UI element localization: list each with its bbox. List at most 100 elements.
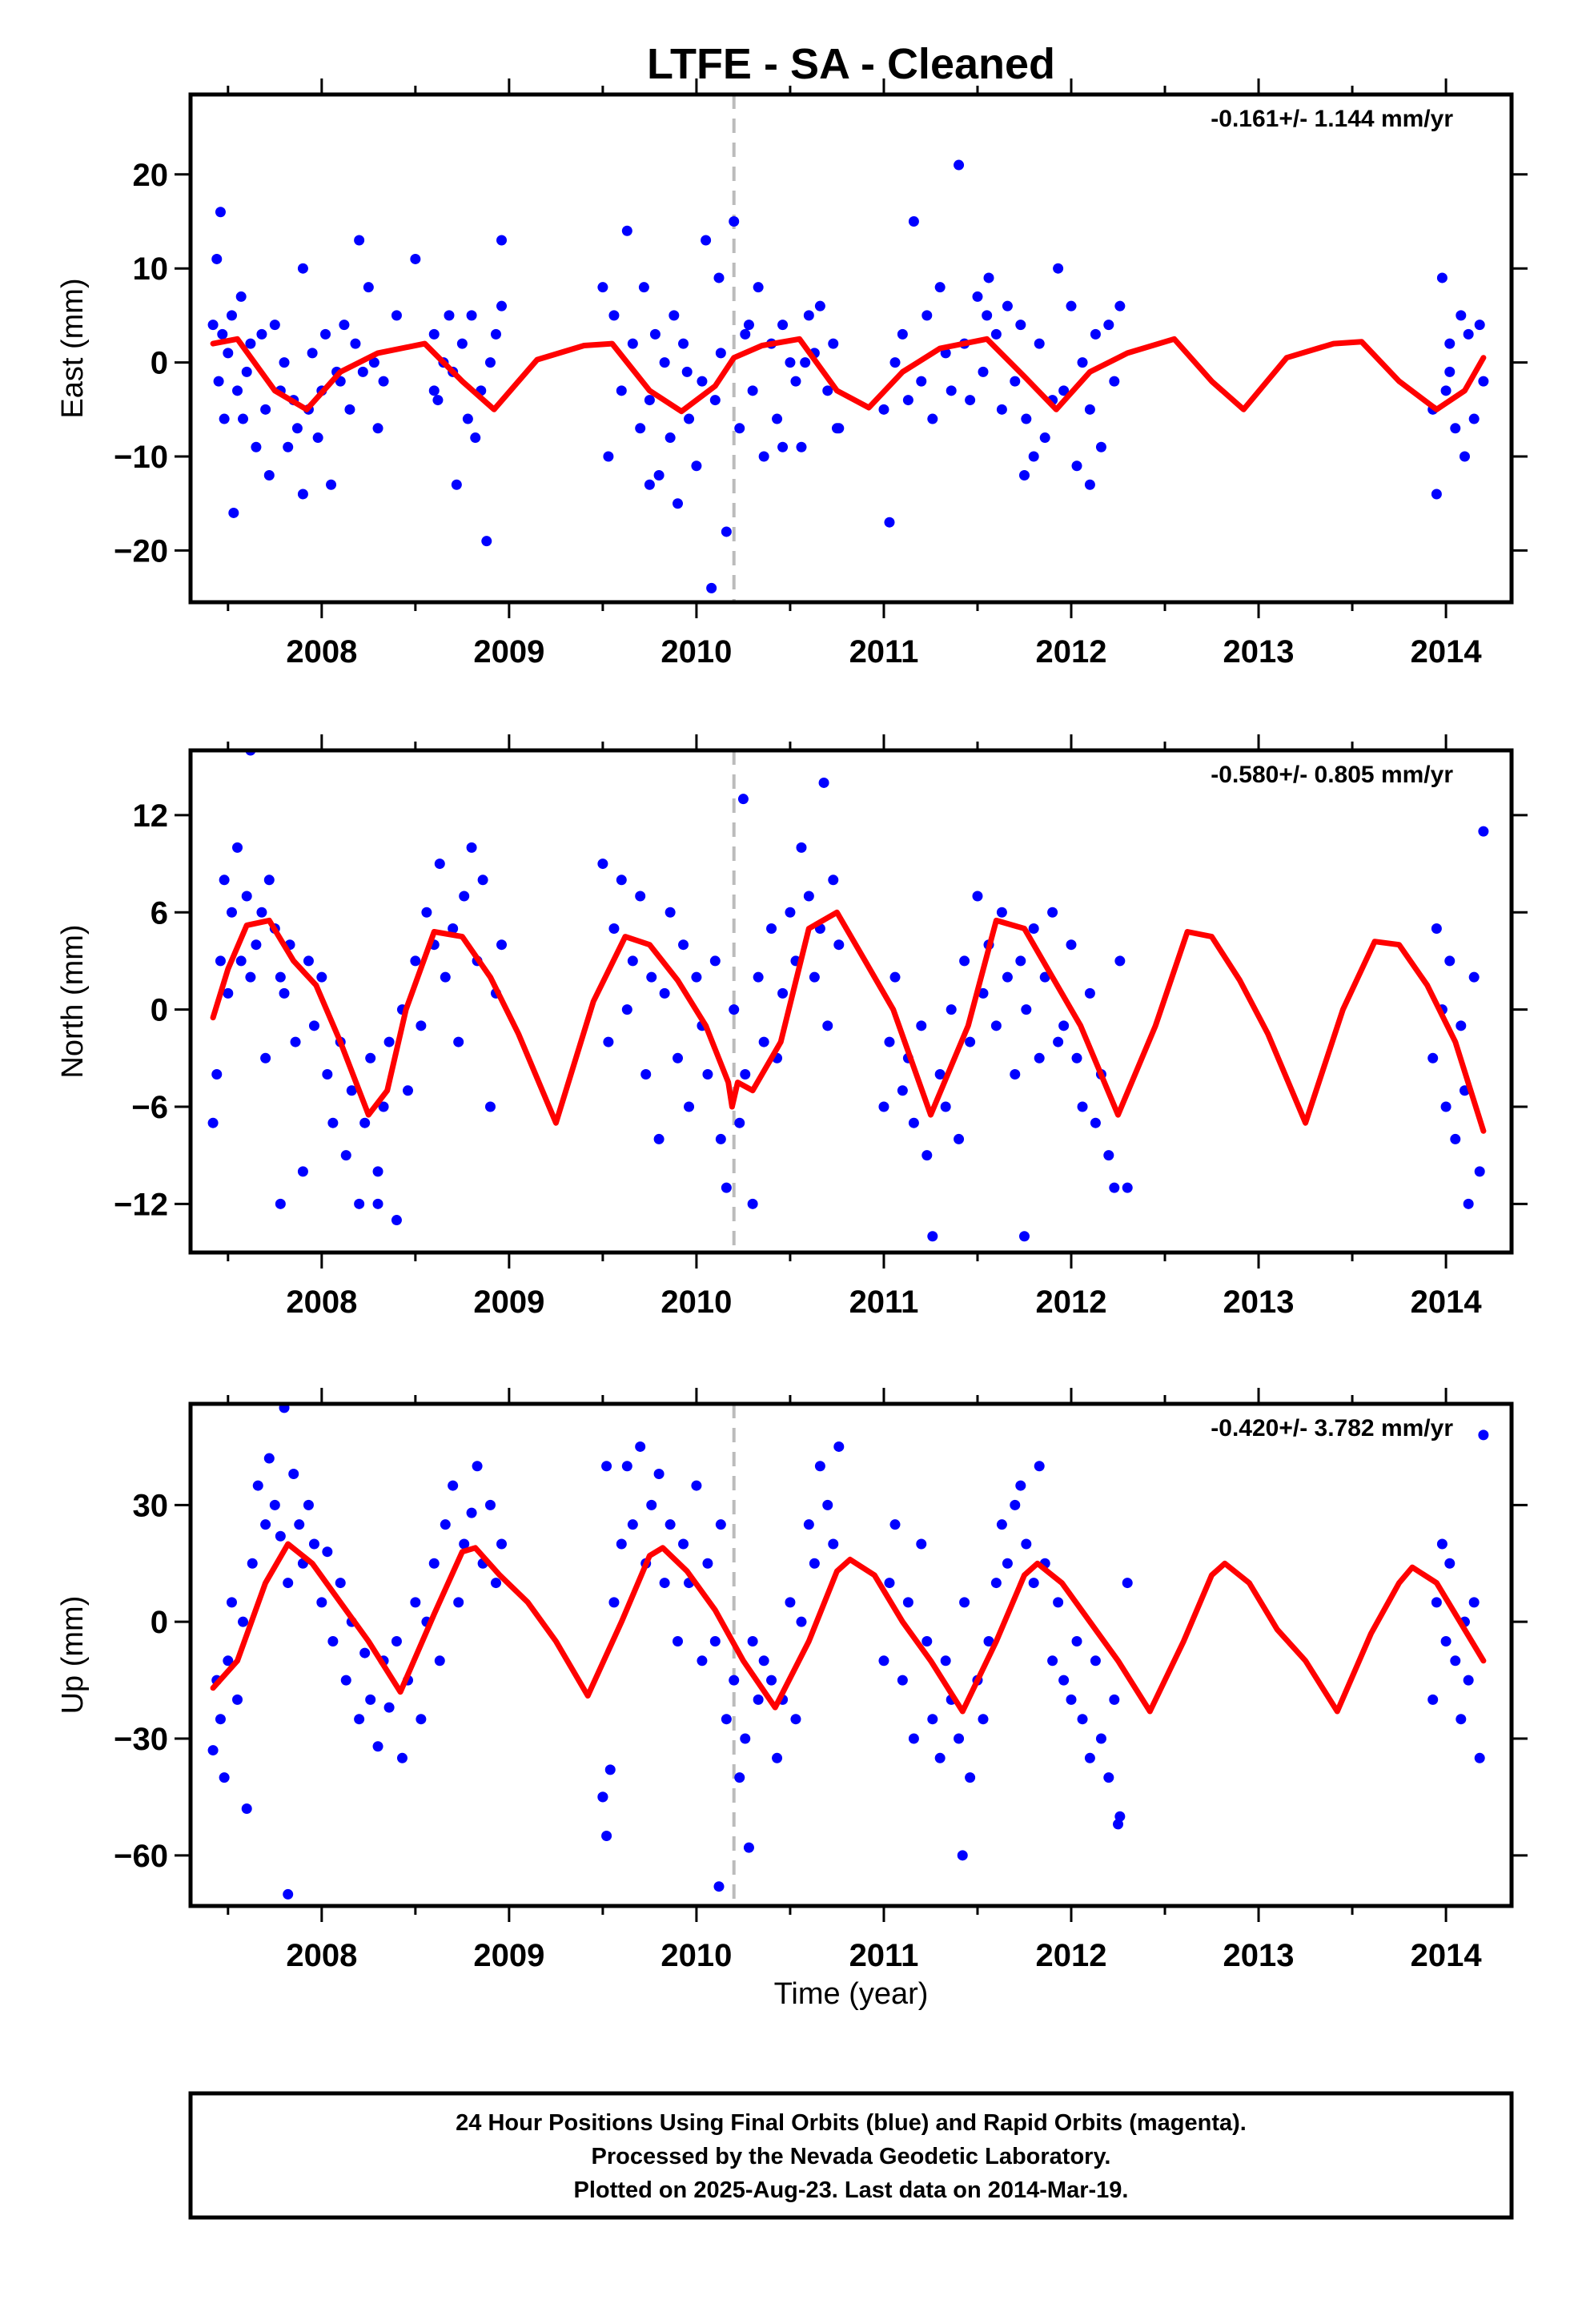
data-point (653, 470, 665, 480)
data-point (1103, 1772, 1114, 1783)
y-tick-label: −30 (114, 1722, 168, 1757)
data-point (934, 1752, 946, 1763)
data-point (684, 1101, 695, 1112)
data-point (965, 1772, 976, 1783)
data-point (383, 1702, 395, 1713)
data-point (496, 939, 508, 951)
data-point (372, 1198, 383, 1209)
data-point (1058, 1020, 1070, 1031)
data-point (646, 971, 657, 983)
data-point (978, 366, 989, 377)
data-point (1109, 376, 1120, 387)
data-point (1444, 1558, 1456, 1569)
data-point (1018, 1231, 1030, 1242)
data-point (466, 1507, 477, 1518)
data-point (288, 1468, 299, 1479)
data-point (1028, 923, 1039, 934)
data-point (215, 955, 226, 967)
data-point (713, 272, 725, 283)
y-tick-label: 20 (133, 158, 169, 193)
data-point (275, 971, 286, 983)
data-point (902, 1597, 913, 1608)
data-point (372, 423, 383, 434)
data-point (378, 1101, 389, 1112)
data-point (453, 1597, 464, 1608)
data-point (448, 923, 459, 934)
data-point (459, 891, 470, 902)
x-tick-label: 2010 (661, 634, 732, 669)
data-point (1002, 300, 1013, 312)
data-point (416, 1714, 427, 1725)
data-point (621, 1004, 632, 1015)
data-point (691, 971, 702, 983)
data-point (983, 272, 994, 283)
data-point (1450, 1133, 1461, 1144)
data-point (462, 413, 473, 424)
data-point (308, 1538, 319, 1550)
data-point (428, 385, 440, 396)
data-point (444, 310, 455, 321)
data-point (1053, 263, 1064, 274)
data-point (363, 282, 374, 293)
data-point (1090, 1117, 1101, 1128)
data-point (921, 1635, 933, 1647)
data-point (747, 385, 758, 396)
data-point (706, 582, 717, 593)
data-point (673, 498, 684, 509)
data-point (1053, 1036, 1064, 1047)
data-point (715, 348, 726, 359)
data-point (207, 1745, 219, 1756)
data-point (729, 1004, 740, 1015)
data-point (1468, 413, 1480, 424)
data-point (1427, 1052, 1439, 1063)
data-point (972, 891, 983, 902)
data-point (635, 1441, 646, 1452)
y-axis-label-east: East (mm) (56, 278, 90, 418)
data-point (729, 1675, 740, 1686)
data-point (1440, 1635, 1452, 1647)
data-point (1002, 971, 1013, 983)
data-point (665, 432, 676, 444)
data-point (391, 1215, 402, 1226)
data-point (653, 1133, 665, 1144)
data-point (790, 1714, 801, 1725)
data-point (260, 404, 271, 415)
data-point (803, 891, 814, 902)
data-point (316, 1597, 327, 1608)
data-point (1039, 432, 1050, 444)
x-tick-label: 2010 (661, 1938, 732, 1973)
data-point (484, 1499, 496, 1510)
data-point (327, 1117, 339, 1128)
data-point (597, 1791, 608, 1803)
data-point (223, 987, 234, 999)
data-point (972, 291, 983, 302)
chart-title: LTFE - SA - Cleaned (647, 40, 1055, 88)
data-point (697, 1655, 708, 1667)
data-point (1468, 971, 1480, 983)
data-point (766, 923, 777, 934)
data-point (481, 536, 492, 547)
data-point (818, 777, 829, 788)
data-point (484, 357, 496, 368)
data-point (646, 1499, 657, 1510)
data-point (659, 1578, 670, 1589)
data-point (649, 328, 661, 340)
y-tick-label: 0 (151, 993, 168, 1028)
data-point (702, 1069, 713, 1080)
data-point (796, 441, 807, 452)
data-point (1431, 1597, 1442, 1608)
data-point (616, 1538, 627, 1550)
data-point (709, 395, 721, 406)
data-point (814, 1461, 825, 1472)
data-point (996, 404, 1007, 415)
data-point (307, 348, 318, 359)
data-point (252, 1480, 263, 1491)
data-point (346, 1085, 357, 1096)
data-point (796, 1616, 807, 1627)
data-point (1431, 923, 1442, 934)
y-tick-label: 12 (133, 798, 169, 834)
data-point (1066, 1694, 1077, 1705)
data-point (959, 955, 970, 967)
data-point (965, 1036, 976, 1047)
data-point (263, 1453, 275, 1464)
